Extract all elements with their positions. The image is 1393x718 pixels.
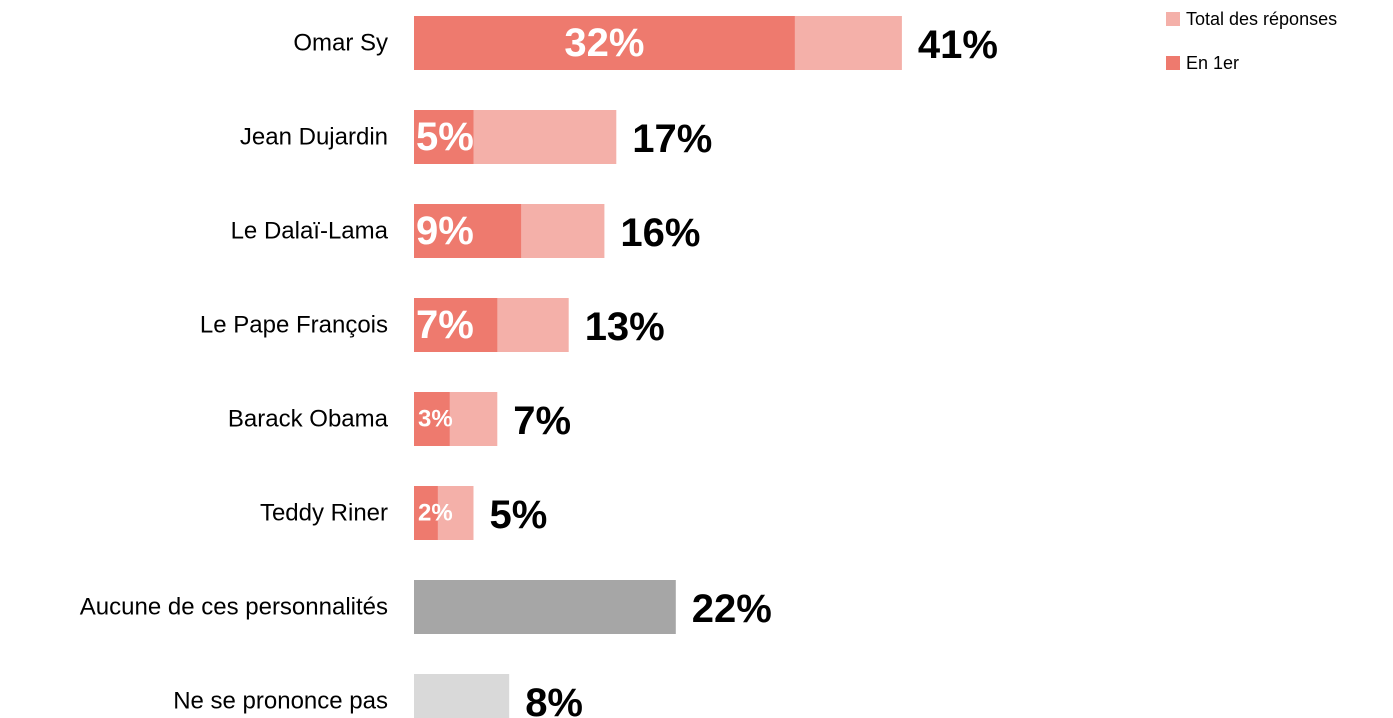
total-label: 16% — [620, 211, 700, 255]
first-choice-label: 5% — [416, 115, 474, 159]
first-choice-bar — [414, 486, 438, 540]
total-bar — [414, 580, 676, 634]
first-choice-label: 3% — [418, 406, 453, 433]
total-label: 8% — [525, 681, 583, 718]
total-label: 17% — [632, 117, 712, 161]
category-label: Teddy Riner — [260, 500, 388, 527]
legend: Total des réponses En 1er — [1166, 9, 1337, 73]
first-choice-label: 32% — [564, 21, 644, 65]
chart-rows: Omar Sy 32% 41% Jean Dujardin 5% 17% Le Dalaï-… — [80, 16, 998, 718]
total-label: 22% — [692, 587, 772, 631]
legend-label: Total des réponses — [1186, 9, 1337, 29]
category-label: Ne se prononce pas — [173, 688, 388, 715]
category-label: Le Pape François — [200, 312, 388, 339]
first-choice-bar — [414, 16, 795, 70]
total-label: 41% — [918, 23, 998, 67]
category-label: Le Dalaï-Lama — [231, 218, 389, 245]
first-choice-bar — [414, 298, 498, 352]
total-label: 5% — [490, 493, 548, 537]
first-choice-bar — [414, 110, 474, 164]
legend-swatch — [1166, 12, 1180, 26]
category-label: Barack Obama — [228, 406, 389, 433]
total-bar — [414, 674, 510, 718]
first-choice-label: 2% — [418, 500, 453, 527]
category-label: Jean Dujardin — [240, 124, 388, 151]
first-choice-label: 7% — [416, 303, 474, 347]
category-label: Aucune de ces personnalités — [80, 594, 388, 621]
legend-label: En 1er — [1186, 53, 1239, 73]
total-label: 7% — [513, 399, 571, 443]
legend-swatch — [1166, 56, 1180, 70]
first-choice-label: 9% — [416, 209, 474, 253]
first-choice-bar — [414, 204, 522, 258]
category-label: Omar Sy — [293, 30, 388, 57]
total-label: 13% — [585, 305, 665, 349]
first-choice-bar — [414, 392, 450, 446]
